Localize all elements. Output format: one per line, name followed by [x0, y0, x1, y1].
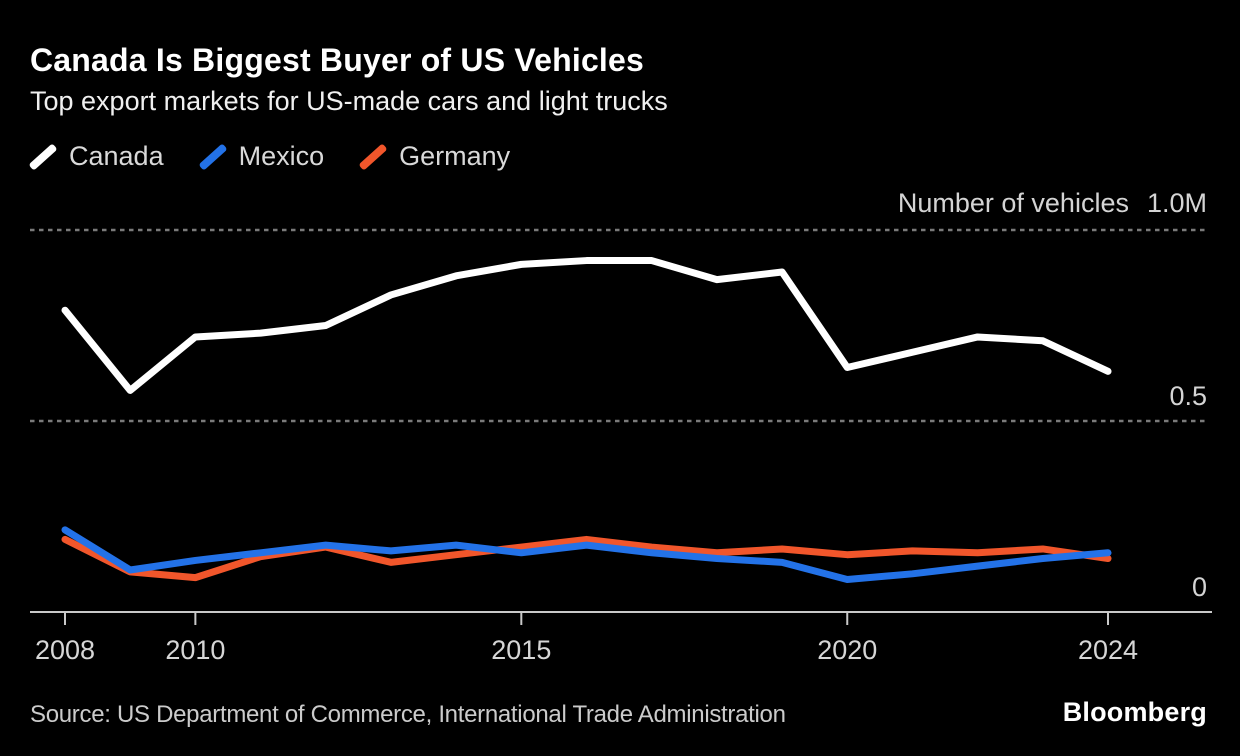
x-tick-label-2015: 2015: [491, 635, 552, 665]
legend-item-mexico: Mexico: [198, 141, 325, 172]
legend-item-germany: Germany: [358, 141, 510, 172]
x-tick-label-2010: 2010: [165, 635, 226, 665]
y-tick-label-0.5: 0.5: [1169, 381, 1207, 411]
canada-line: [61, 257, 1112, 394]
mexico-line: [61, 526, 1112, 584]
y-axis-title-row: Number of vehicles 1.0M: [898, 188, 1207, 219]
y-axis-title: Number of vehicles: [897, 188, 1129, 218]
legend-label-mexico: Mexico: [238, 141, 325, 171]
x-tick-label-2024: 2024: [1077, 635, 1139, 665]
legend-label-canada: Canada: [69, 141, 164, 171]
x-tick-label-2008: 2008: [34, 635, 96, 665]
chart-subtitle: Top export markets for US-made cars and …: [30, 86, 668, 116]
germany-line: [61, 535, 1112, 582]
chart-title: Canada Is Biggest Buyer of US Vehicles: [30, 42, 645, 78]
legend: Canada Mexico Germany: [28, 141, 510, 172]
source-text: Source: US Department of Commerce, Inter…: [30, 701, 786, 728]
bloomberg-logo: Bloomberg: [1062, 697, 1207, 727]
x-tick-label-2020: 2020: [817, 635, 878, 665]
legend-item-canada: Canada: [28, 141, 164, 172]
y-tick-label-1.0M: 1.0M: [1146, 188, 1207, 218]
y-tick-label-0: 0: [1191, 572, 1207, 602]
legend-label-germany: Germany: [399, 141, 511, 171]
